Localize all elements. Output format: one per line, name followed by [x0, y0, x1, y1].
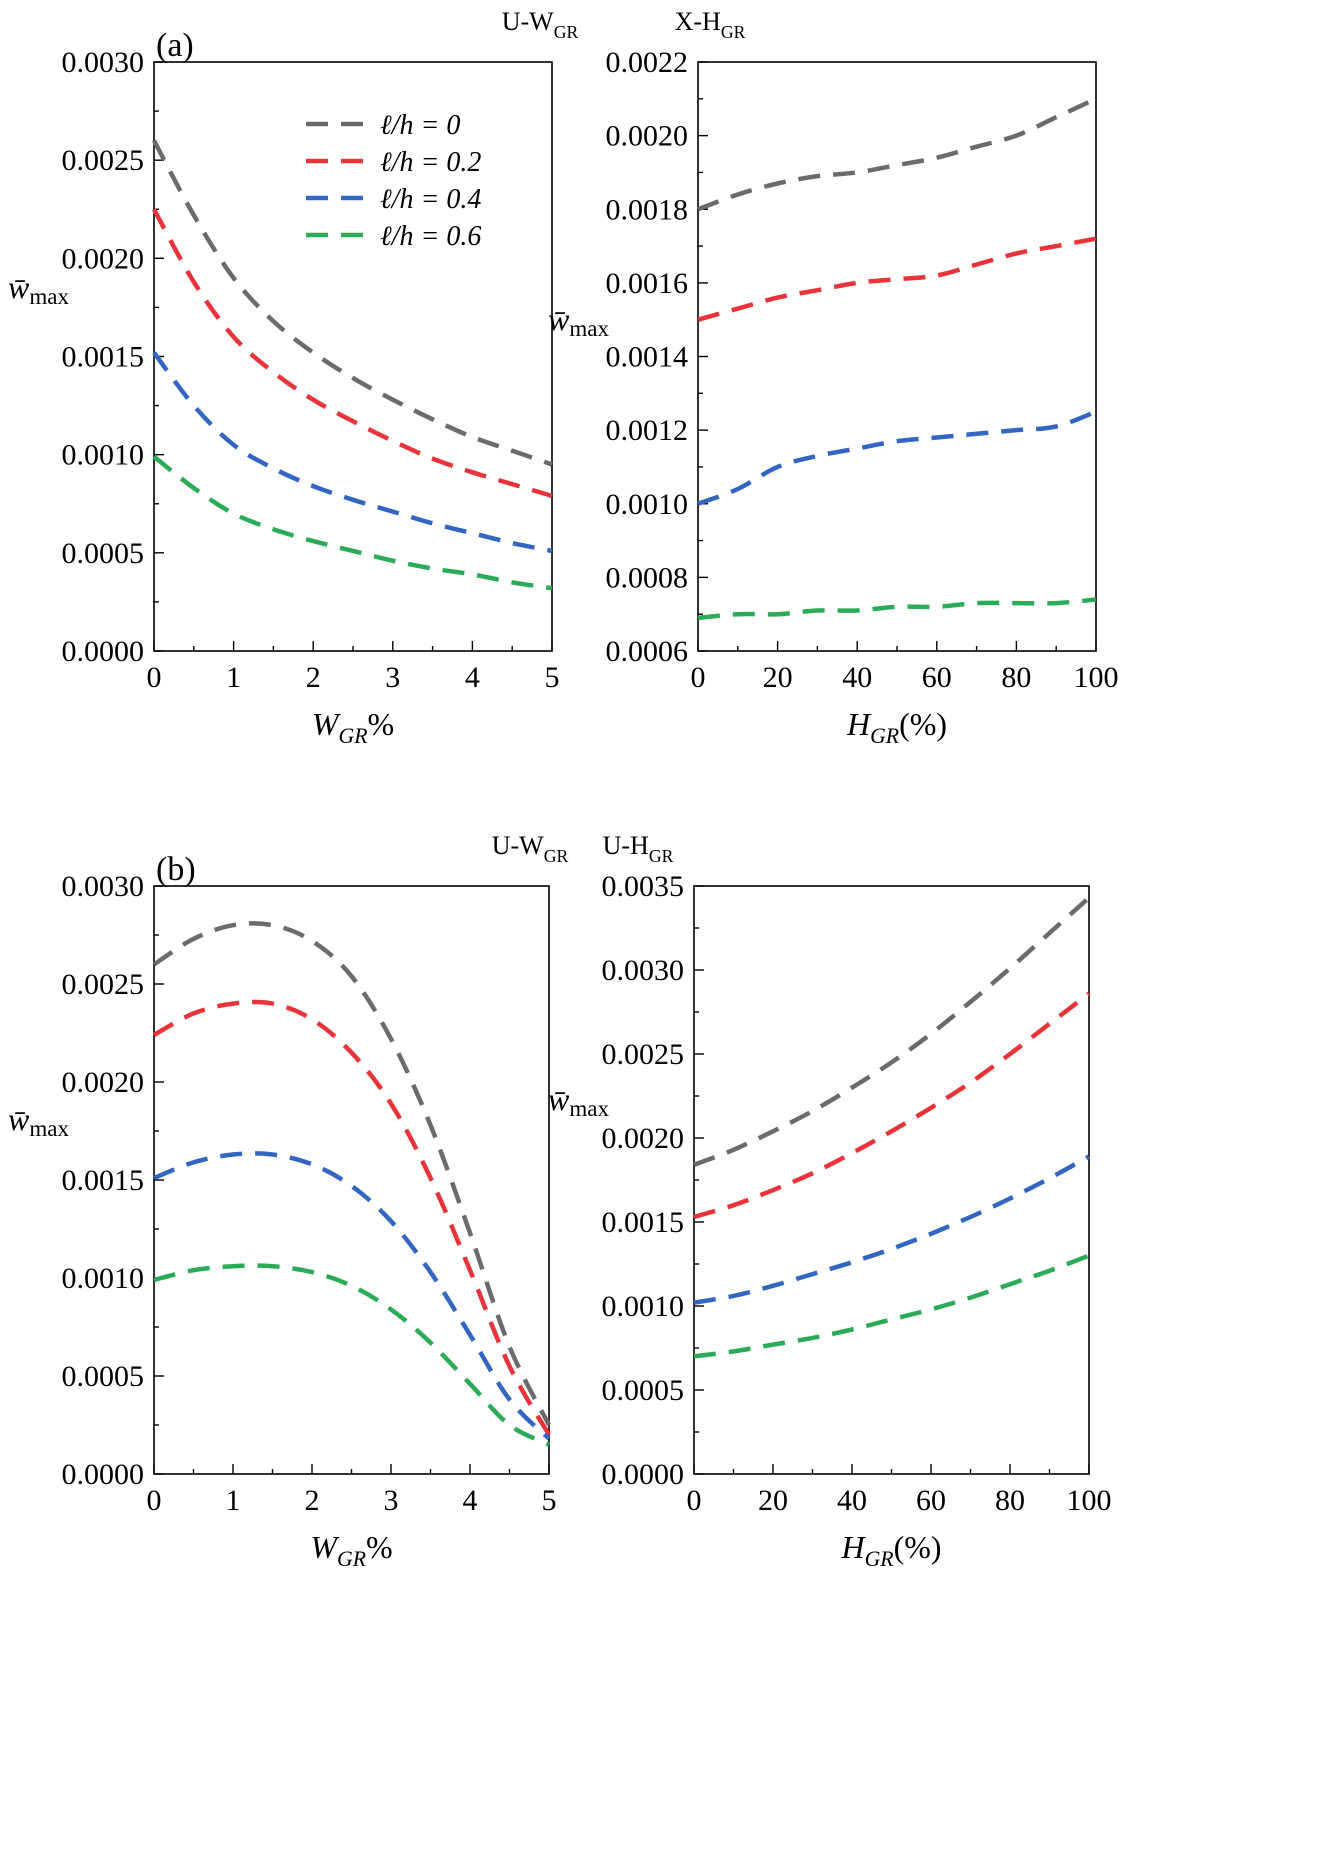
series-line-1 — [152, 921, 552, 1427]
series-line-3 — [693, 1154, 1091, 1305]
x-tick-label: 5 — [542, 1484, 557, 1517]
x-tick-label: 3 — [384, 1484, 399, 1517]
x-tick-label: 5 — [545, 661, 560, 694]
y-tick-label: 0.0020 — [62, 1066, 145, 1099]
x-axis-label: HGR(%) — [840, 1529, 941, 1571]
y-tick-label: 0.0020 — [62, 242, 145, 275]
x-tick-label: 3 — [385, 661, 400, 694]
plot-frame — [693, 885, 1090, 1475]
y-tick-label: 0.0015 — [62, 341, 145, 374]
y-tick-label: 0.0020 — [606, 120, 689, 153]
chart-panel-4: 0 20 40 60 80 100 0.0000 0.0005 0.0010 0.0015 0.00… — [548, 831, 1112, 1571]
y-tick-label: 0.0000 — [602, 1458, 685, 1491]
y-tick-label: 0.0005 — [62, 1360, 145, 1393]
x-tick-label: 4 — [465, 661, 480, 694]
x-tick-label: 60 — [916, 1484, 946, 1517]
y-tick-label: 0.0005 — [62, 537, 145, 570]
y-tick-label: 0.0006 — [606, 635, 689, 668]
x-tick-label: 40 — [837, 1484, 867, 1517]
chart-title: U-HGR — [603, 831, 674, 866]
x-tick-label: 2 — [306, 661, 321, 694]
x-tick-label: 4 — [463, 1484, 478, 1517]
x-tick-label: 0 — [147, 661, 162, 694]
chart-title: U-WGR — [502, 7, 579, 42]
series-line-3 — [152, 351, 553, 554]
y-tick-label: 0.0014 — [606, 341, 689, 374]
y-tick-label: 0.0035 — [602, 870, 685, 903]
y-tick-label: 0.0025 — [62, 144, 145, 177]
x-axis-label: HGR(%) — [846, 706, 947, 748]
y-tick-label: 0.0000 — [62, 1458, 145, 1491]
x-tick-label: 0 — [691, 661, 706, 694]
x-tick-label: 2 — [305, 1484, 320, 1517]
y-axis-label: w̄max — [8, 1101, 69, 1141]
y-tick-label: 0.0005 — [602, 1374, 685, 1407]
legend-label-1: ℓ/h = 0 — [380, 110, 460, 141]
x-tick-label: 80 — [995, 1484, 1025, 1517]
x-tick-label: 100 — [1067, 1484, 1112, 1517]
y-axis-label: w̄max — [548, 301, 609, 341]
y-tick-label: 0.0025 — [62, 968, 145, 1001]
plot-frame — [153, 61, 553, 652]
x-tick-label: 20 — [758, 1484, 788, 1517]
x-axis-label: WGR% — [312, 706, 394, 748]
y-tick-label: 0.0010 — [606, 488, 689, 521]
x-tick-label: 0 — [687, 1484, 702, 1517]
series-line-1 — [693, 896, 1091, 1168]
legend-label-3: ℓ/h = 0.4 — [380, 184, 481, 215]
y-tick-label: 0.0030 — [602, 954, 685, 987]
y-tick-label: 0.0012 — [606, 414, 689, 447]
x-tick-label: 60 — [922, 661, 952, 694]
series-line-4 — [697, 597, 1097, 621]
series-line-4 — [152, 454, 553, 591]
chart-panel-1: 0 1 2 3 4 5 0.0000 0.0005 0.0010 0.0015 0.0020 0.00… — [8, 7, 578, 748]
y-tick-label: 0.0008 — [606, 561, 689, 594]
y-tick-label: 0.0000 — [62, 635, 145, 668]
series-line-3 — [697, 409, 1097, 506]
y-tick-label: 0.0030 — [62, 870, 145, 903]
series-line-1 — [152, 139, 553, 467]
y-tick-label: 0.0015 — [602, 1206, 685, 1239]
chart-panel-2: 0 20 40 60 80 100 0.0006 0.0008 0.0010 0.0012 0.00… — [548, 7, 1119, 748]
plot-frame — [697, 61, 1097, 652]
series-line-2 — [697, 236, 1097, 322]
series-line-3 — [153, 1151, 551, 1441]
x-tick-label: 1 — [226, 1484, 241, 1517]
y-tick-label: 0.0016 — [606, 267, 689, 300]
y-tick-label: 0.0030 — [62, 46, 145, 79]
chart-title: U-WGR — [492, 831, 569, 866]
series-line-4 — [693, 1253, 1090, 1359]
y-tick-label: 0.0020 — [602, 1122, 685, 1155]
y-axis-label: w̄max — [8, 269, 69, 309]
x-tick-label: 40 — [842, 661, 872, 694]
legend: ℓ/h = 0 ℓ/h = 0.2 ℓ/h = 0.4 ℓ/h = 0.6 — [306, 110, 481, 252]
x-tick-label: 20 — [763, 661, 793, 694]
y-tick-label: 0.0018 — [606, 193, 689, 226]
y-tick-label: 0.0010 — [602, 1290, 685, 1323]
series-line-2 — [152, 999, 551, 1436]
series-line-2 — [152, 208, 553, 499]
legend-label-2: ℓ/h = 0.2 — [380, 147, 481, 178]
series-line-2 — [693, 991, 1091, 1220]
chart-panel-3: 0 1 2 3 4 5 0.0000 0.0005 0.0010 0.0015 0.0020 0.00… — [8, 831, 568, 1571]
chart-title: X-HGR — [675, 7, 746, 42]
series-line-1 — [697, 96, 1097, 212]
y-axis-label: w̄max — [548, 1081, 609, 1121]
panel-label: (b) — [156, 851, 196, 888]
y-tick-label: 0.0010 — [62, 439, 145, 472]
panel-label: (a) — [156, 27, 194, 64]
x-tick-label: 1 — [226, 661, 241, 694]
y-tick-label: 0.0025 — [602, 1038, 685, 1071]
x-tick-label: 100 — [1074, 661, 1119, 694]
y-tick-label: 0.0022 — [606, 46, 689, 79]
x-tick-label: 80 — [1001, 661, 1031, 694]
x-axis-label: WGR% — [310, 1529, 392, 1571]
x-tick-label: 0 — [147, 1484, 162, 1517]
legend-label-4: ℓ/h = 0.6 — [380, 221, 481, 252]
y-tick-label: 0.0010 — [62, 1262, 145, 1295]
y-tick-label: 0.0015 — [62, 1164, 145, 1197]
